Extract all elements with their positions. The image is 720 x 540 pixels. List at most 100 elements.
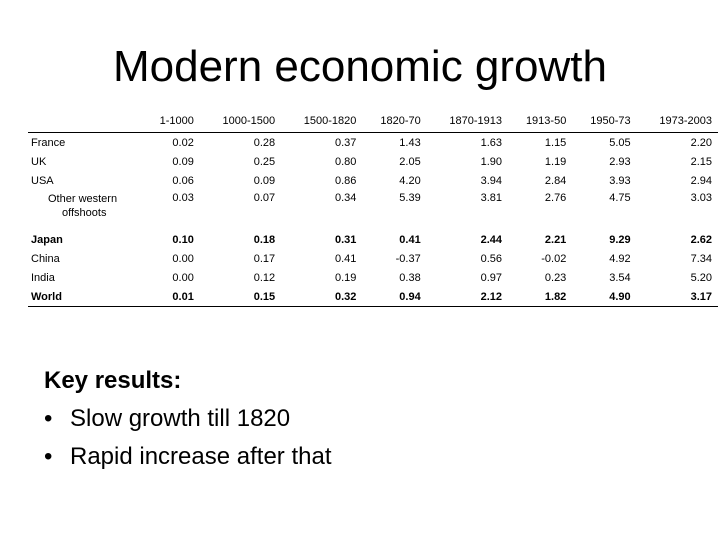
row-label: India bbox=[31, 271, 55, 284]
table-cell: 2.44 bbox=[480, 233, 502, 246]
table-cell: 0.34 bbox=[334, 192, 357, 204]
bullet-item: • Rapid increase after that bbox=[44, 438, 331, 476]
column-header: 1000-1500 bbox=[199, 112, 282, 133]
row-label: UK bbox=[31, 155, 47, 168]
table-row: USA 0.06 0.09 0.86 4.20 3.94 2.84 3.93 2… bbox=[28, 171, 718, 190]
table-cell: 2.93 bbox=[609, 155, 631, 168]
table-cell: 3.03 bbox=[690, 192, 712, 204]
table-cell: -0.02 bbox=[541, 252, 567, 265]
table-cell: 4.92 bbox=[609, 252, 631, 265]
table-cell: 0.10 bbox=[172, 233, 194, 246]
table-cell: 9.29 bbox=[609, 233, 631, 246]
table-cell: 0.06 bbox=[172, 174, 194, 187]
table-cell: 4.90 bbox=[572, 287, 637, 307]
column-header: 1913-50 bbox=[508, 112, 573, 133]
table-cell: 0.12 bbox=[253, 271, 276, 284]
table-cell: 0.28 bbox=[253, 136, 276, 149]
table-cell: 0.03 bbox=[172, 192, 194, 204]
table-cell: 3.94 bbox=[480, 174, 502, 187]
table-row: Other western offshoots 0.03 0.07 0.34 5… bbox=[28, 190, 718, 222]
table-cell: 0.56 bbox=[480, 252, 502, 265]
table-row: UK 0.09 0.25 0.80 2.05 1.90 1.19 2.93 2.… bbox=[28, 152, 718, 171]
table-cell: 0.41 bbox=[399, 233, 421, 246]
table-cell: 5.39 bbox=[399, 192, 421, 204]
table-cell: 0.02 bbox=[172, 136, 194, 149]
table-cell: 2.76 bbox=[544, 192, 567, 204]
table-cell: 0.41 bbox=[334, 252, 357, 265]
column-header: 1870-1913 bbox=[426, 112, 508, 133]
row-label: USA bbox=[31, 174, 54, 187]
bullet-text: Slow growth till 1820 bbox=[70, 405, 291, 432]
table-cell: 1.43 bbox=[399, 136, 421, 149]
table-cell: 0.17 bbox=[253, 252, 276, 265]
table-row: India 0.00 0.12 0.19 0.38 0.97 0.23 3.54… bbox=[28, 268, 718, 287]
table-cell: 0.80 bbox=[334, 155, 357, 168]
table-cell: 0.09 bbox=[172, 155, 194, 168]
key-results: Key results: • Slow growth till 1820 • R… bbox=[44, 362, 331, 476]
table-cell: 0.23 bbox=[544, 271, 567, 284]
table-cell: 2.62 bbox=[690, 233, 712, 246]
table-cell: 2.84 bbox=[544, 174, 567, 187]
table-cell: -0.37 bbox=[395, 252, 421, 265]
table-cell: 0.07 bbox=[253, 192, 276, 204]
table-cell: 3.17 bbox=[636, 287, 718, 307]
bullet-icon: • bbox=[44, 405, 53, 432]
table-cell: 5.05 bbox=[609, 136, 631, 149]
table-cell: 1.90 bbox=[480, 155, 502, 168]
table-cell: 0.97 bbox=[480, 271, 502, 284]
table-cell: 0.32 bbox=[281, 287, 363, 307]
table-cell: 2.05 bbox=[399, 155, 421, 168]
table-cell: 3.93 bbox=[609, 174, 631, 187]
table-cell: 0.94 bbox=[362, 287, 427, 307]
bullet-icon: • bbox=[44, 443, 53, 470]
growth-table: 1-1000 1000-1500 1500-1820 1820-70 1870-… bbox=[28, 112, 718, 307]
table-cell: 0.00 bbox=[172, 252, 194, 265]
row-label-main: Other western bbox=[48, 193, 118, 205]
table-cell: 3.54 bbox=[609, 271, 631, 284]
table-cell: 0.09 bbox=[253, 174, 276, 187]
row-label: Japan bbox=[31, 233, 63, 246]
table-cell: 1.82 bbox=[508, 287, 573, 307]
table-cell: 0.00 bbox=[172, 271, 194, 284]
table-cell: 0.31 bbox=[334, 233, 357, 246]
table-row: Japan 0.10 0.18 0.31 0.41 2.44 2.21 9.29… bbox=[28, 230, 718, 249]
table-cell: 7.34 bbox=[690, 252, 712, 265]
table-cell: 2.15 bbox=[690, 155, 712, 168]
table-row: World 0.01 0.15 0.32 0.94 2.12 1.82 4.90… bbox=[28, 287, 718, 307]
slide-title: Modern economic growth bbox=[112, 42, 607, 91]
table-cell: 0.37 bbox=[334, 136, 357, 149]
table-spacer bbox=[28, 222, 718, 230]
table-cell: 1.19 bbox=[544, 155, 567, 168]
table-cell: 5.20 bbox=[690, 271, 712, 284]
bullet-text: Rapid increase after that bbox=[70, 443, 332, 470]
table-cell: 2.94 bbox=[690, 174, 712, 187]
column-header: 1973-2003 bbox=[636, 112, 718, 133]
table-cell: 2.20 bbox=[690, 136, 712, 149]
table-cell: 0.38 bbox=[399, 271, 421, 284]
table-cell: 2.21 bbox=[544, 233, 567, 246]
table-cell: 0.01 bbox=[144, 287, 200, 307]
row-label: China bbox=[31, 252, 60, 265]
header-corner bbox=[28, 112, 144, 133]
column-header: 1-1000 bbox=[144, 112, 200, 133]
row-label: Other western offshoots bbox=[28, 190, 144, 222]
table-cell: 0.25 bbox=[253, 155, 276, 168]
column-header: 1820-70 bbox=[362, 112, 427, 133]
table-cell: 0.86 bbox=[334, 174, 357, 187]
column-header: 1950-73 bbox=[572, 112, 637, 133]
table-cell: 1.63 bbox=[480, 136, 502, 149]
growth-table-container: 1-1000 1000-1500 1500-1820 1820-70 1870-… bbox=[28, 112, 718, 307]
table-cell: 4.20 bbox=[399, 174, 421, 187]
key-results-heading: Key results: bbox=[44, 367, 182, 394]
table-body: France 0.02 0.28 0.37 1.43 1.63 1.15 5.0… bbox=[28, 133, 718, 307]
column-header: 1500-1820 bbox=[281, 112, 363, 133]
table-cell: 0.15 bbox=[199, 287, 282, 307]
table-row: France 0.02 0.28 0.37 1.43 1.63 1.15 5.0… bbox=[28, 133, 718, 153]
row-label-sub: offshoots bbox=[62, 207, 107, 219]
table-cell: 3.81 bbox=[480, 192, 502, 204]
row-label: World bbox=[28, 287, 144, 307]
table-cell: 0.18 bbox=[253, 233, 276, 246]
table-cell: 1.15 bbox=[544, 136, 567, 149]
table-cell: 0.19 bbox=[334, 271, 357, 284]
table-header-row: 1-1000 1000-1500 1500-1820 1820-70 1870-… bbox=[28, 112, 718, 133]
